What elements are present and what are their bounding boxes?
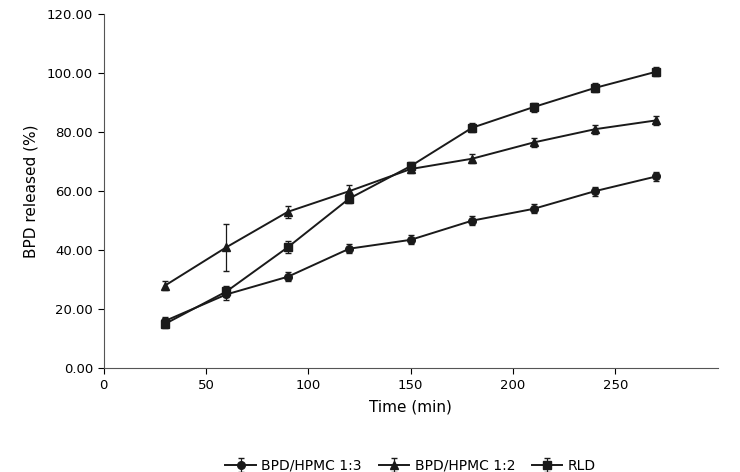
Legend: BPD/HPMC 1:3, BPD/HPMC 1:2, RLD: BPD/HPMC 1:3, BPD/HPMC 1:2, RLD [220, 453, 602, 472]
Y-axis label: BPD released (%): BPD released (%) [24, 125, 38, 258]
X-axis label: Time (min): Time (min) [369, 400, 452, 415]
